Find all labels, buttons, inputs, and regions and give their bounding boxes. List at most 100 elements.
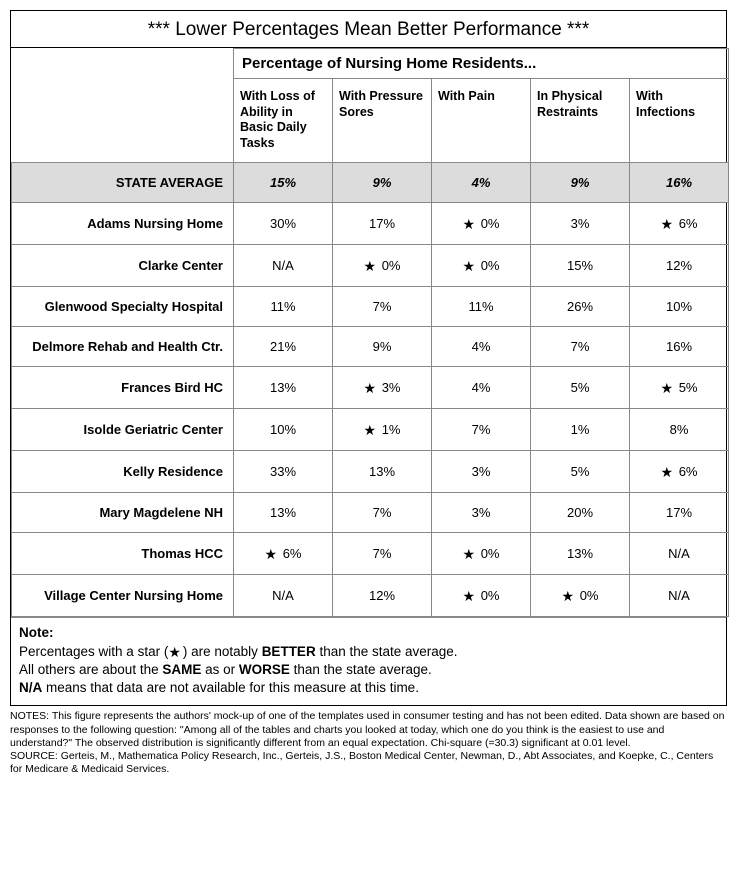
cell-value: 1% (531, 408, 630, 450)
star-icon: ★ (463, 216, 476, 232)
cell-value: 3% (432, 492, 531, 532)
star-icon: ★ (463, 588, 476, 604)
cell-value: ★ 5% (630, 366, 729, 408)
cell-value: 9% (333, 326, 432, 366)
row-label: Adams Nursing Home (12, 202, 234, 244)
cell-value: 4% (432, 326, 531, 366)
table-row: Clarke CenterN/A★ 0%★ 0%15%12% (12, 244, 729, 286)
blank-header (12, 49, 234, 163)
cell-value: 5% (531, 450, 630, 492)
cell-value: ★ 6% (234, 532, 333, 574)
note-text: than the state average. (290, 662, 432, 677)
cell-value: ★ 1% (333, 408, 432, 450)
cell-value: 10% (630, 286, 729, 326)
cell-value: 5% (531, 366, 630, 408)
row-label: STATE AVERAGE (12, 162, 234, 202)
cell-value: 3% (432, 450, 531, 492)
cell-value: ★ 6% (630, 202, 729, 244)
cell-value: 20% (531, 492, 630, 532)
cell-value: 30% (234, 202, 333, 244)
note-line-1: Percentages with a star (★) are notably … (19, 642, 718, 661)
row-label: Mary Magdelene NH (12, 492, 234, 532)
cell-value: 21% (234, 326, 333, 366)
cell-value: 4% (432, 162, 531, 202)
footnotes: NOTES: This figure represents the author… (10, 706, 727, 776)
star-icon: ★ (562, 588, 575, 604)
cell-value: ★ 0% (531, 574, 630, 616)
cell-value: 12% (630, 244, 729, 286)
row-label: Kelly Residence (12, 450, 234, 492)
star-icon: ★ (463, 258, 476, 274)
star-icon: ★ (661, 216, 674, 232)
cell-value: 13% (234, 492, 333, 532)
note-text: ) are notably (183, 644, 262, 659)
row-label: Delmore Rehab and Health Ctr. (12, 326, 234, 366)
cell-value: 15% (531, 244, 630, 286)
report-container: *** Lower Percentages Mean Better Perfor… (10, 10, 727, 706)
star-icon: ★ (265, 546, 278, 562)
spanner-header: Percentage of Nursing Home Residents... (234, 49, 729, 79)
row-label: Frances Bird HC (12, 366, 234, 408)
cell-value: ★ 0% (432, 244, 531, 286)
star-icon: ★ (661, 380, 674, 396)
performance-table: Percentage of Nursing Home Residents... … (11, 48, 729, 617)
cell-value: 13% (333, 450, 432, 492)
cell-value: 33% (234, 450, 333, 492)
table-row: Mary Magdelene NH13%7%3%20%17% (12, 492, 729, 532)
row-label: Thomas HCC (12, 532, 234, 574)
table-row: Thomas HCC★ 6%7%★ 0%13%N/A (12, 532, 729, 574)
cell-value: ★ 0% (432, 202, 531, 244)
cell-value: N/A (630, 574, 729, 616)
column-header: With Infections (630, 79, 729, 163)
star-icon: ★ (364, 380, 377, 396)
note-box: Note: Percentages with a star (★) are no… (11, 617, 726, 706)
row-label: Isolde Geriatric Center (12, 408, 234, 450)
cell-value: 11% (234, 286, 333, 326)
star-icon: ★ (364, 422, 377, 438)
table-row: Kelly Residence33%13%3%5%★ 6% (12, 450, 729, 492)
row-label: Clarke Center (12, 244, 234, 286)
cell-value: 9% (531, 162, 630, 202)
cell-value: N/A (234, 244, 333, 286)
cell-value: N/A (630, 532, 729, 574)
cell-value: 7% (531, 326, 630, 366)
row-label: Village Center Nursing Home (12, 574, 234, 616)
cell-value: ★ 6% (630, 450, 729, 492)
cell-value: 7% (333, 532, 432, 574)
cell-value: 3% (531, 202, 630, 244)
cell-value: 7% (333, 286, 432, 326)
note-text: means that data are not available for th… (42, 680, 419, 695)
star-icon: ★ (168, 644, 181, 660)
cell-value: ★ 3% (333, 366, 432, 408)
cell-value: 16% (630, 162, 729, 202)
note-line-2: All others are about the SAME as or WORS… (19, 661, 718, 679)
cell-value: 4% (432, 366, 531, 408)
note-worse: WORSE (239, 662, 290, 677)
cell-value: 16% (630, 326, 729, 366)
cell-value: 9% (333, 162, 432, 202)
table-row: Glenwood Specialty Hospital11%7%11%26%10… (12, 286, 729, 326)
cell-value: 13% (234, 366, 333, 408)
note-line-3: N/A means that data are not available fo… (19, 679, 718, 697)
cell-value: ★ 0% (432, 532, 531, 574)
cell-value: 7% (333, 492, 432, 532)
star-icon: ★ (661, 464, 674, 480)
note-text: as or (201, 662, 239, 677)
cell-value: 15% (234, 162, 333, 202)
cell-value: ★ 0% (432, 574, 531, 616)
table-row: Frances Bird HC13%★ 3%4%5%★ 5% (12, 366, 729, 408)
cell-value: 11% (432, 286, 531, 326)
cell-value: 17% (630, 492, 729, 532)
note-same: SAME (162, 662, 201, 677)
table-row: Delmore Rehab and Health Ctr.21%9%4%7%16… (12, 326, 729, 366)
column-header: With Loss of Ability in Basic Daily Task… (234, 79, 333, 163)
cell-value: ★ 0% (333, 244, 432, 286)
footnote-source: SOURCE: Gerteis, M., Mathematica Policy … (10, 750, 727, 776)
column-header: In Physical Restraints (531, 79, 630, 163)
table-row: Isolde Geriatric Center10%★ 1%7%1%8% (12, 408, 729, 450)
star-icon: ★ (364, 258, 377, 274)
note-na: N/A (19, 680, 42, 695)
cell-value: 12% (333, 574, 432, 616)
note-text: than the state average. (316, 644, 458, 659)
cell-value: 26% (531, 286, 630, 326)
